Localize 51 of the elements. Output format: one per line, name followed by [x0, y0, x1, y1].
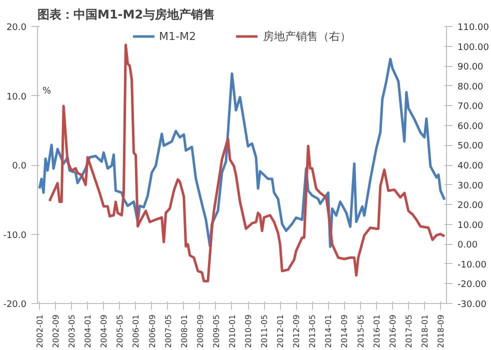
- x-tick-label: 2015-05: [356, 314, 366, 348]
- x-tick-label: 2009-05: [212, 314, 221, 348]
- y-tick-label: -20.0: [3, 300, 27, 310]
- x-tick-label: 2006-09: [148, 314, 157, 348]
- y2-tick-label: 20.00: [458, 201, 484, 212]
- y-tick-label: 20.0: [6, 23, 27, 33]
- x-tick-label: 2003-05: [68, 314, 77, 348]
- y2-tick-label: 90.00: [458, 62, 484, 73]
- legend-label: 房地产销售（右）: [262, 28, 351, 44]
- y2-tick-label: -30.00: [458, 300, 487, 310]
- chart-title: 图表：中国M1-M2与房地产销售: [38, 8, 216, 22]
- x-tick-label: 2014-09: [340, 314, 350, 348]
- y2-tick-label: 40.00: [458, 162, 484, 172]
- x-tick-label: 2005-05: [116, 314, 125, 348]
- y-tick-label: 0.0: [12, 162, 27, 172]
- x-tick-label: 2012-01: [276, 314, 286, 348]
- x-tick-label: 2008-09: [196, 314, 205, 348]
- x-tick-label: 2010-09: [244, 314, 254, 348]
- x-tick-label: 2014-01: [324, 314, 334, 348]
- x-tick-label: 2013-05: [308, 314, 318, 348]
- x-tick-label: 2018-01: [420, 314, 430, 348]
- x-tick-label: 2002-09: [52, 314, 61, 348]
- y-tick-label: -10.0: [3, 230, 27, 241]
- y2-tick-label: 0.00: [458, 240, 478, 251]
- x-tick-label: 2016-01: [372, 314, 382, 348]
- y2-tick-label: -20.00: [458, 280, 487, 290]
- y2-tick-label: -10.00: [458, 260, 487, 270]
- y2-tick-label: 10.00: [458, 220, 484, 231]
- y2-tick-label: 80.00: [458, 82, 484, 92]
- legend-label: M1-M2: [159, 30, 196, 42]
- x-tick-label: 2010-01: [228, 314, 237, 348]
- y2-tick-label: 50.00: [458, 142, 484, 152]
- x-tick-label: 2017-05: [404, 314, 414, 348]
- y2-tick-label: 110.00: [458, 23, 490, 33]
- x-tick-label: 2006-01: [132, 314, 141, 348]
- y-tick-label: 10.0: [6, 92, 27, 102]
- x-tick-label: 2007-05: [164, 314, 173, 348]
- x-tick-label: 2011-05: [260, 314, 270, 348]
- y2-tick-label: 100.00: [458, 42, 490, 53]
- x-tick-label: 2012-09: [292, 314, 302, 348]
- y2-tick-label: 70.00: [458, 102, 484, 112]
- x-tick-label: 2018-09: [436, 314, 446, 348]
- line-series: [38, 58, 446, 248]
- y2-tick-label: 30.00: [458, 181, 484, 192]
- x-tick-label: 2002-01: [36, 314, 45, 348]
- y2-tick-label: 60.00: [458, 122, 484, 132]
- x-tick-label: 2004-09: [100, 314, 109, 348]
- x-tick-label: 2008-01: [180, 314, 189, 348]
- x-tick-label: 2004-01: [84, 314, 93, 348]
- x-tick-label: 2016-09: [388, 314, 398, 348]
- y-axis-title: %: [42, 86, 52, 96]
